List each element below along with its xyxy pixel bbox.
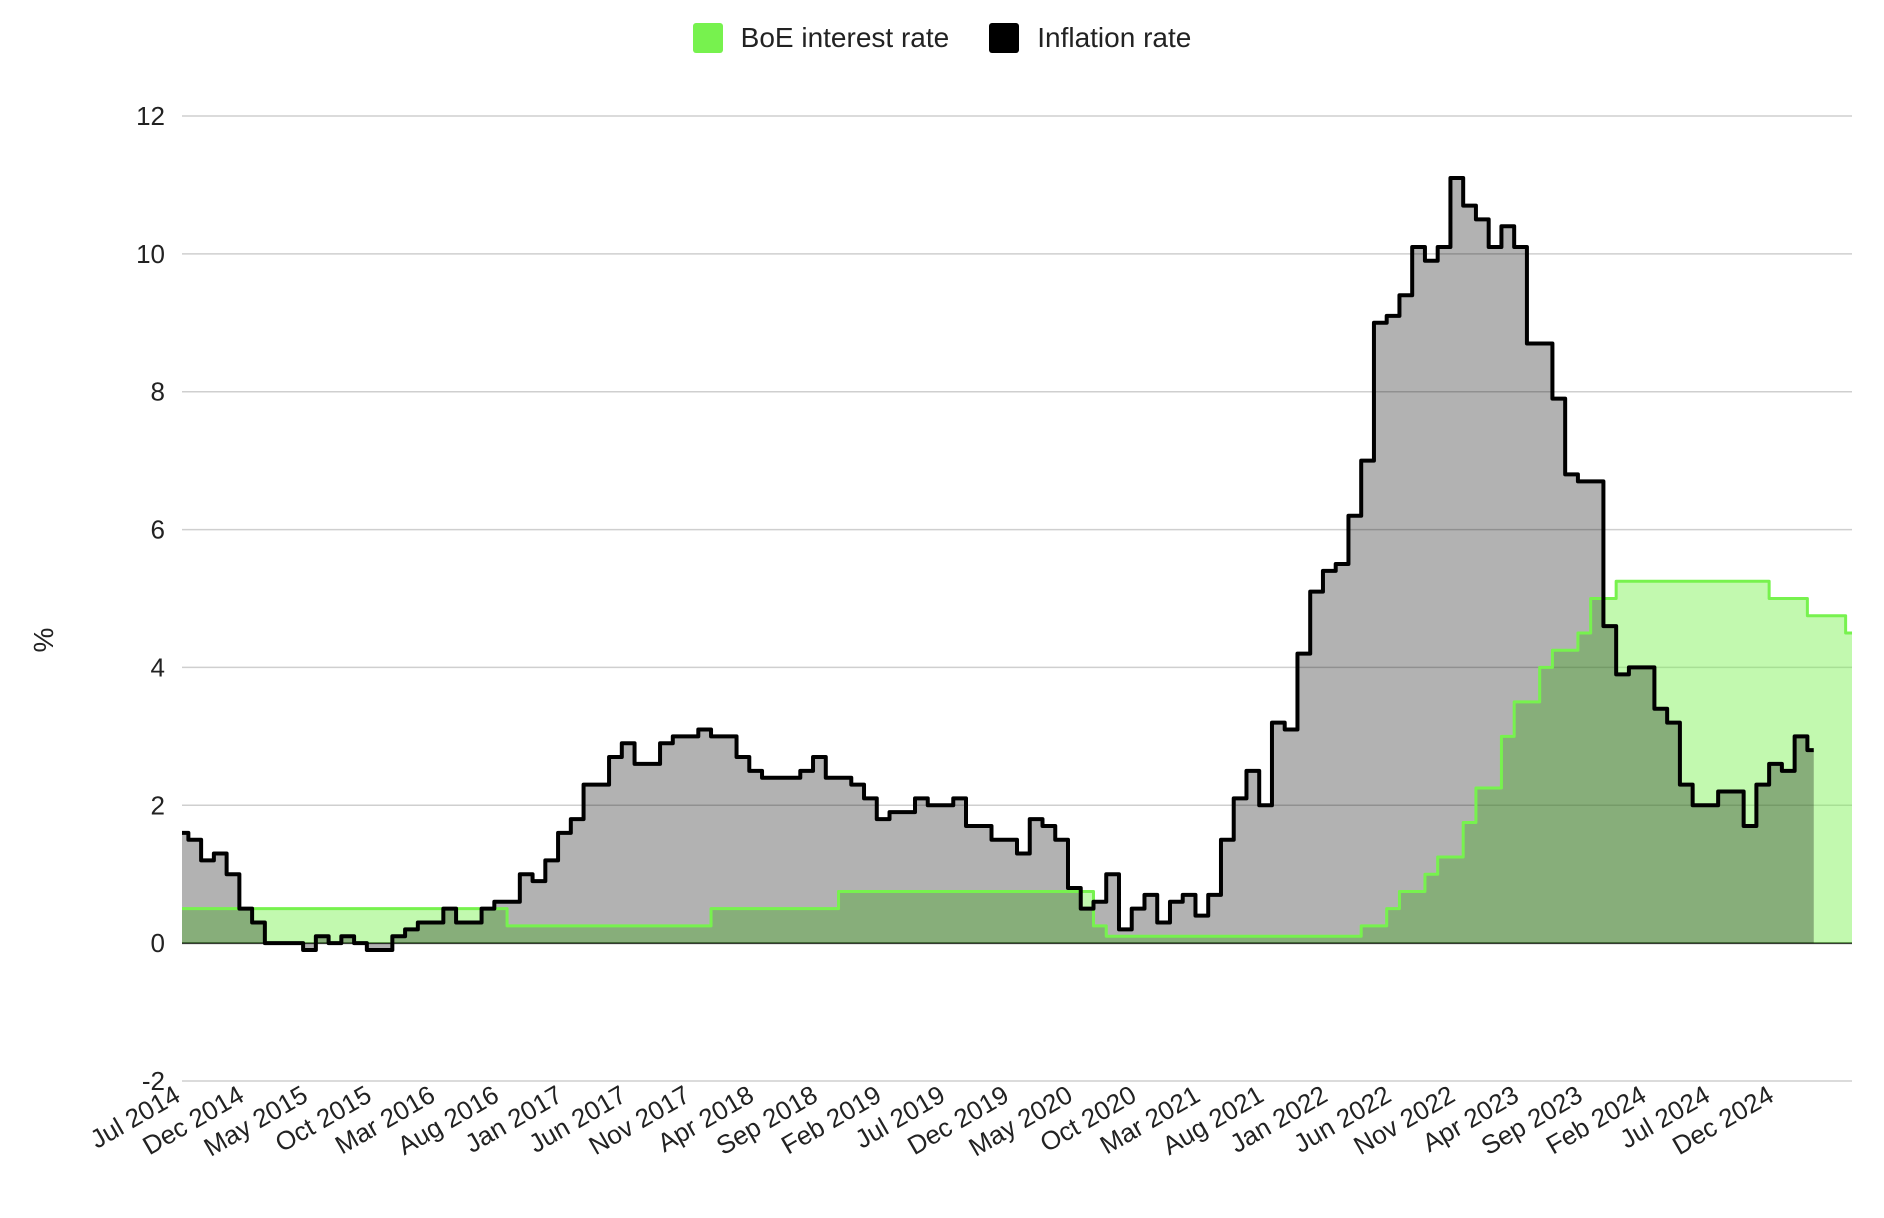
- legend-item-inflation[interactable]: Inflation rate: [989, 22, 1191, 54]
- legend-label-inflation: Inflation rate: [1037, 22, 1192, 53]
- y-tick-label: 8: [151, 377, 165, 407]
- y-tick-label: 4: [151, 652, 165, 682]
- series-lines: [182, 176, 1852, 953]
- gridlines: [182, 115, 1852, 1082]
- y-axis-label: %: [28, 628, 59, 653]
- y-tick-label: 6: [151, 515, 165, 545]
- y-tick-label: -2: [142, 1066, 165, 1096]
- line-inflation-rate: [182, 176, 1814, 953]
- legend-item-boe[interactable]: BoE interest rate: [692, 22, 950, 54]
- area-inflation-rate: [182, 178, 1814, 951]
- legend: BoE interest rate Inflation rate: [0, 22, 1884, 54]
- area-boe-interest-rate: [182, 581, 1852, 944]
- series-areas: [182, 178, 1852, 951]
- legend-swatch-boe: [692, 23, 723, 53]
- legend-swatch-inflation: [989, 23, 1020, 53]
- legend-label-boe: BoE interest rate: [740, 22, 950, 53]
- y-tick-label: 12: [136, 101, 165, 131]
- y-tick-label: 2: [151, 790, 165, 820]
- y-tick-label: 10: [136, 239, 165, 269]
- line-boe-interest-rate: [182, 579, 1852, 938]
- y-tick-label: 0: [151, 928, 165, 958]
- y-axis-ticks: -2 0 2 4 6 8 10 12: [136, 101, 165, 1096]
